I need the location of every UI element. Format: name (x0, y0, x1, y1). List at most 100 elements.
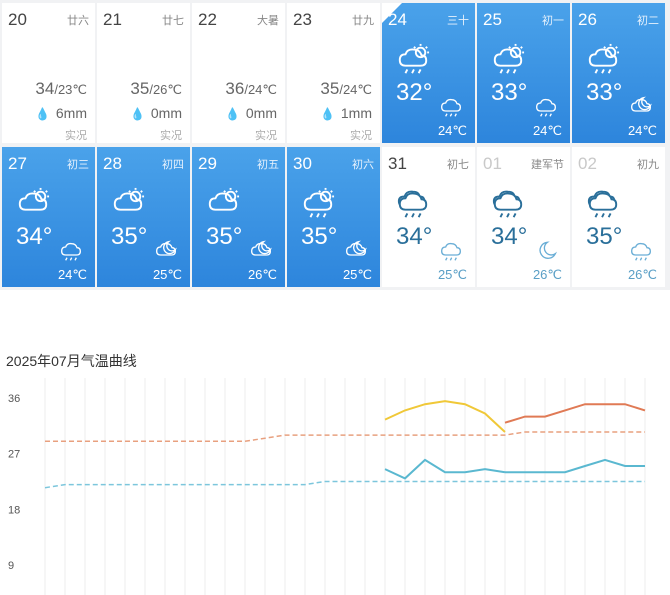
high-temp: 34° (396, 223, 433, 250)
calendar-grid: 20 廿六 34/23℃ 💧 6mm 实况 21 廿七 35/26℃ 💧 0mm 实况 22 大暑 36/2… (0, 0, 670, 290)
high-temp: 33° (586, 79, 623, 106)
lunar-date: 廿九 (352, 15, 374, 27)
high-temp: 35° (586, 223, 623, 250)
raindrop-icon: 💧 (320, 107, 335, 121)
low-temp: 25℃ (342, 267, 372, 282)
lunar-date: 建军节 (531, 159, 564, 171)
lunar-date: 廿六 (67, 15, 89, 27)
day-cell[interactable]: 29 初五 35° 26℃ (192, 147, 285, 287)
low-temp: 25℃ (152, 267, 182, 282)
day-number: 23 (293, 10, 312, 29)
partly-cloudy-icon (16, 187, 50, 226)
temp-range: 36/24℃ (225, 79, 277, 98)
day-cell[interactable]: 23 廿九 35/24℃ 💧 1mm 实况 (287, 3, 380, 143)
series-line-avg_high (45, 431, 645, 443)
day-number: 26 (578, 10, 597, 29)
moon-icon (534, 239, 558, 268)
cloudy-rain-icon (534, 95, 558, 124)
rainfall-value: 6mm (55, 105, 87, 121)
high-temp: 35° (301, 223, 338, 250)
low-temp: 24℃ (57, 267, 87, 282)
day-cell[interactable]: 20 廿六 34/23℃ 💧 6mm 实况 (2, 3, 95, 143)
day-number: 31 (388, 154, 407, 173)
lunar-date: 初二 (637, 15, 659, 27)
actual-label: 实况 (255, 130, 277, 142)
partly-cloudy-rain-icon (491, 43, 525, 82)
cloud-rain-icon (396, 187, 430, 226)
cloudy-rain-icon (629, 239, 653, 268)
actual-label: 实况 (65, 130, 87, 142)
high-temp: 35° (206, 223, 243, 250)
lunar-date: 三十 (447, 15, 469, 27)
lunar-date: 大暑 (257, 15, 279, 27)
day-number: 02 (578, 154, 597, 173)
lunar-date: 初三 (67, 159, 89, 171)
actual-label: 实况 (160, 130, 182, 142)
series-line-actual_high (384, 400, 506, 433)
actual-label: 实况 (350, 130, 372, 142)
partly-cloudy-rain-icon (301, 187, 335, 226)
day-number: 24 (388, 10, 407, 29)
day-cell[interactable]: 28 初四 35° 25℃ (97, 147, 190, 287)
day-cell[interactable]: 24 三十 32° 24℃ (382, 3, 475, 143)
high-temp: 34° (491, 223, 528, 250)
temp-range: 34/23℃ (35, 79, 87, 98)
day-cell[interactable]: 27 初三 34° 24℃ (2, 147, 95, 287)
day-number: 27 (8, 154, 27, 173)
raindrop-icon: 💧 (35, 107, 50, 121)
today-marker (382, 3, 402, 23)
low-temp: 26℃ (532, 267, 562, 282)
lunar-date: 廿七 (162, 15, 184, 27)
lunar-date: 初四 (162, 159, 184, 171)
cloudy-night-icon (344, 239, 368, 268)
lunar-date: 初六 (352, 159, 374, 171)
day-cell[interactable]: 31 初七 34° 25℃ (382, 147, 475, 287)
day-number: 21 (103, 10, 122, 29)
series-line-avg_low (44, 480, 645, 489)
day-cell[interactable]: 22 大暑 36/24℃ 💧 0mm 实况 (192, 3, 285, 143)
high-temp: 34° (16, 223, 53, 250)
temp-range: 35/24℃ (320, 79, 372, 98)
partly-cloudy-rain-icon (586, 43, 620, 82)
lunar-date: 初五 (257, 159, 279, 171)
low-temp: 24℃ (437, 123, 467, 138)
partly-cloudy-rain-icon (396, 43, 430, 82)
cloudy-night-icon (249, 239, 273, 268)
partly-cloudy-icon (111, 187, 145, 226)
rainfall-value: 0mm (245, 105, 277, 121)
day-number: 29 (198, 154, 217, 173)
low-temp: 24℃ (627, 123, 657, 138)
lunar-date: 初七 (447, 159, 469, 171)
day-cell[interactable]: 26 初二 33° 24℃ (572, 3, 665, 143)
day-number: 30 (293, 154, 312, 173)
series-line-forecast_low (505, 458, 645, 474)
chart-title: 2025年07月气温曲线 (6, 353, 137, 369)
day-number: 20 (8, 10, 27, 29)
raindrop-icon: 💧 (225, 107, 240, 121)
cloudy-night-icon (154, 239, 178, 268)
day-number: 01 (483, 154, 502, 173)
y-tick-label: 36 (8, 393, 20, 405)
temp-range: 35/26℃ (130, 79, 182, 98)
day-cell[interactable]: 25 初一 33° 24℃ (477, 3, 570, 143)
low-temp: 26℃ (627, 267, 657, 282)
cloudy-rain-icon (439, 239, 463, 268)
day-cell[interactable]: 21 廿七 35/26℃ 💧 0mm 实况 (97, 3, 190, 143)
high-temp: 32° (396, 79, 433, 106)
day-number: 22 (198, 10, 217, 29)
low-temp: 24℃ (532, 123, 562, 138)
rainfall-value: 1mm (340, 105, 372, 121)
day-cell[interactable]: 02 初九 35° 26℃ (572, 147, 665, 287)
series-line-forecast_high (504, 403, 646, 424)
cloudy-rain-icon (439, 95, 463, 124)
series-line-actual_low (384, 458, 506, 480)
day-number: 25 (483, 10, 502, 29)
temperature-chart: 36 27 18 9 (8, 378, 646, 595)
day-number: 28 (103, 154, 122, 173)
cloudy-night-icon (629, 95, 653, 124)
day-cell[interactable]: 30 初六 35° 25℃ (287, 147, 380, 287)
low-temp: 25℃ (437, 267, 467, 282)
y-tick-label: 18 (8, 504, 20, 516)
day-cell[interactable]: 01 建军节 34° 26℃ (477, 147, 570, 287)
y-tick-label: 9 (8, 560, 14, 572)
